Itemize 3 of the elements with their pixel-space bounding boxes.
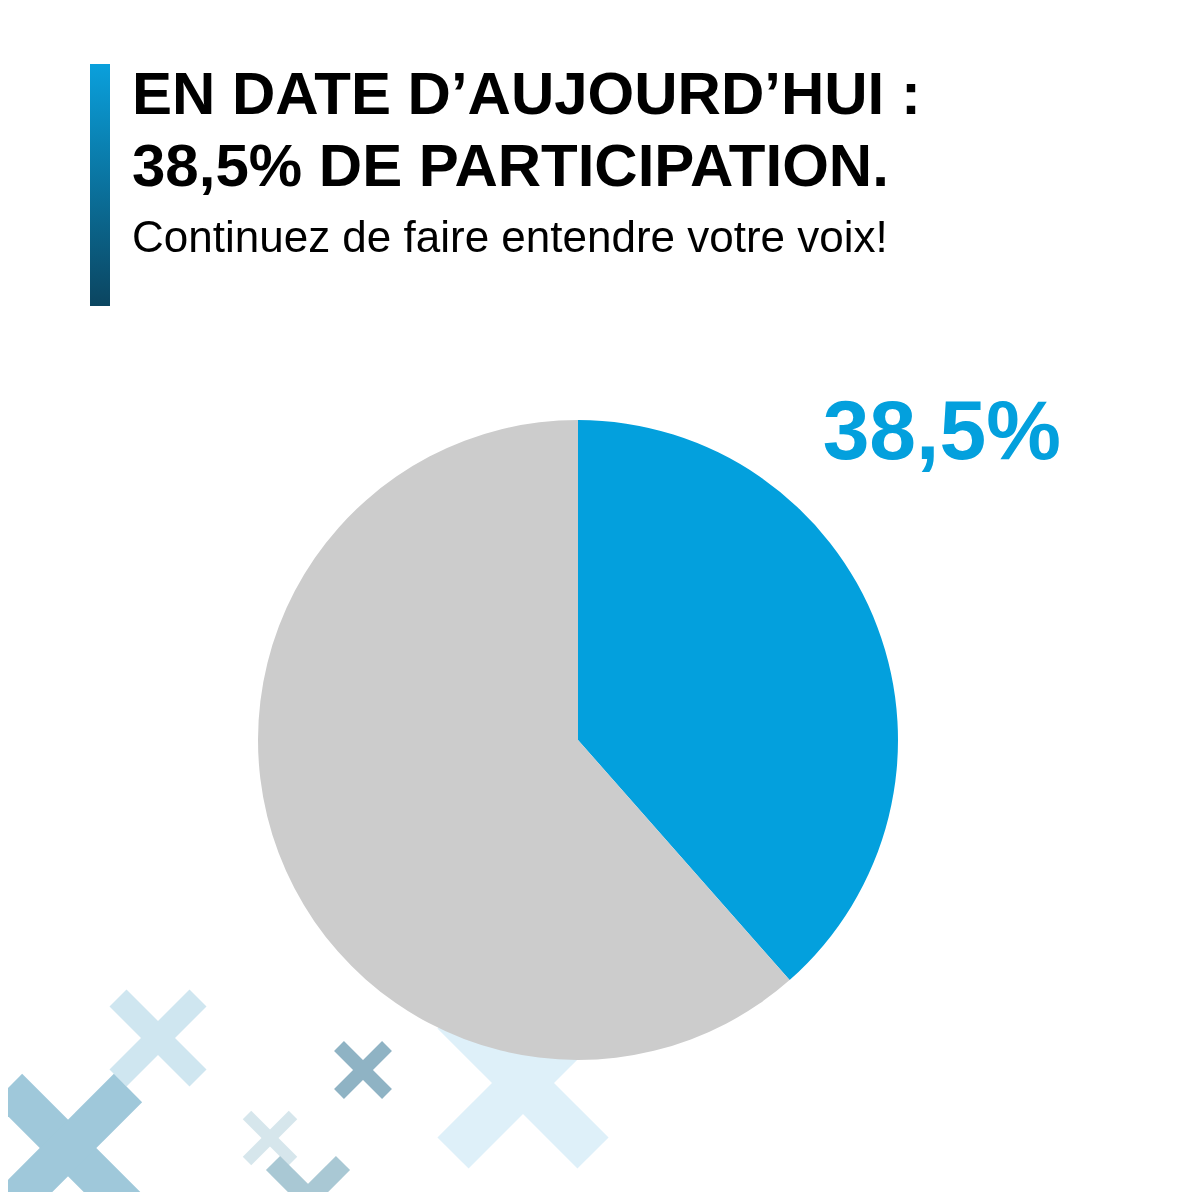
- data-label: 38,5%: [822, 383, 1061, 478]
- chart-subtitle: Continuez de faire entendre votre voix!: [132, 211, 889, 263]
- chart-title: EN DATE D’AUJOURD’HUI : 38,5% DE PARTICIPATION.: [132, 59, 922, 201]
